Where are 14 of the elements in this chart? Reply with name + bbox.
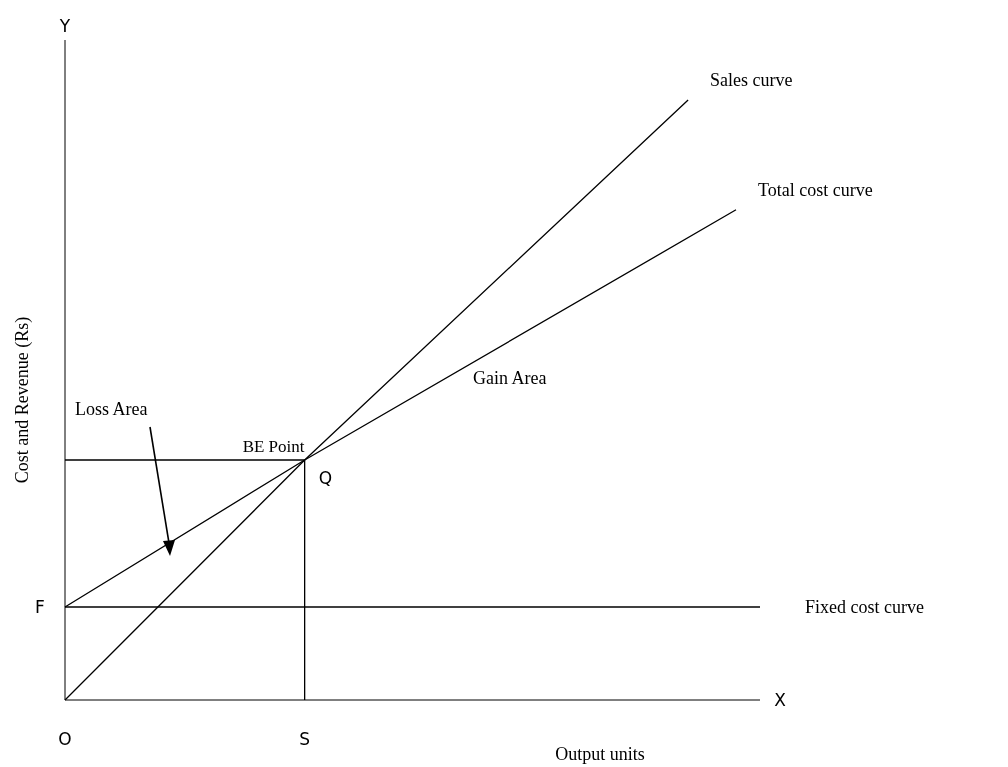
x-tick-label: S bbox=[299, 729, 311, 749]
x-axis-title: Output units bbox=[555, 744, 645, 764]
annotation: BE Point bbox=[242, 437, 305, 456]
series-label: Sales curve bbox=[710, 70, 793, 90]
series-label: Total cost curve bbox=[758, 179, 873, 200]
annotation: Q bbox=[318, 468, 333, 488]
annotation: Loss Area bbox=[75, 399, 148, 419]
annotation: Gain Area bbox=[473, 368, 547, 388]
annotation: F bbox=[35, 597, 45, 617]
text: Y bbox=[58, 16, 71, 36]
y-axis-title: Cost and Revenue (Rs) bbox=[12, 316, 33, 484]
x-tick-label: O bbox=[58, 729, 72, 749]
text: X bbox=[774, 690, 787, 710]
text: Fixed cost curve bbox=[805, 597, 924, 617]
